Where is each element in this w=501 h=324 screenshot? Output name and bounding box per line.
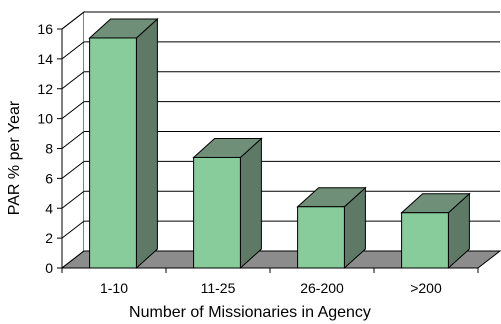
x-tick-label: >200 [410, 280, 442, 296]
x-axis-title: Number of Missionaries in Agency [129, 304, 371, 321]
bar-side-face [135, 17, 158, 270]
gridline [61, 41, 500, 60]
bar-front-face [193, 156, 241, 269]
bar-front-face [297, 206, 345, 269]
bar [88, 17, 159, 270]
bar-front-face [401, 212, 449, 269]
y-tick-label: 6 [45, 170, 53, 186]
gridline [61, 160, 500, 179]
bar [400, 192, 471, 270]
y-tick-label: 2 [45, 230, 53, 246]
bar-side-face [239, 137, 262, 270]
y-axis-title: PAR % per Year [6, 100, 23, 215]
y-axis-ticks: 0 2 4 6 8 10 12 14 16 [37, 21, 63, 276]
gridline [61, 71, 500, 90]
y-tick-label: 10 [37, 111, 53, 127]
gridline [61, 101, 500, 120]
x-tick-label: 1-10 [100, 280, 128, 296]
y-tick-label: 16 [37, 21, 53, 37]
y-tick-label: 0 [45, 260, 53, 276]
bars [88, 17, 471, 270]
bar [192, 137, 263, 270]
y-tick-label: 8 [45, 141, 53, 157]
y-tick-label: 14 [37, 51, 53, 67]
bar [296, 186, 367, 270]
gridline [61, 11, 500, 30]
bar-front-face [89, 37, 137, 269]
y-tick-label: 12 [37, 81, 53, 97]
x-tick-label: 26-200 [300, 280, 344, 296]
y-tick-label: 4 [45, 200, 53, 216]
x-tick-label: 11-25 [201, 280, 236, 296]
x-axis-ticks: 1-10 11-25 26-200 >200 [61, 267, 479, 296]
gridline [61, 131, 500, 149]
